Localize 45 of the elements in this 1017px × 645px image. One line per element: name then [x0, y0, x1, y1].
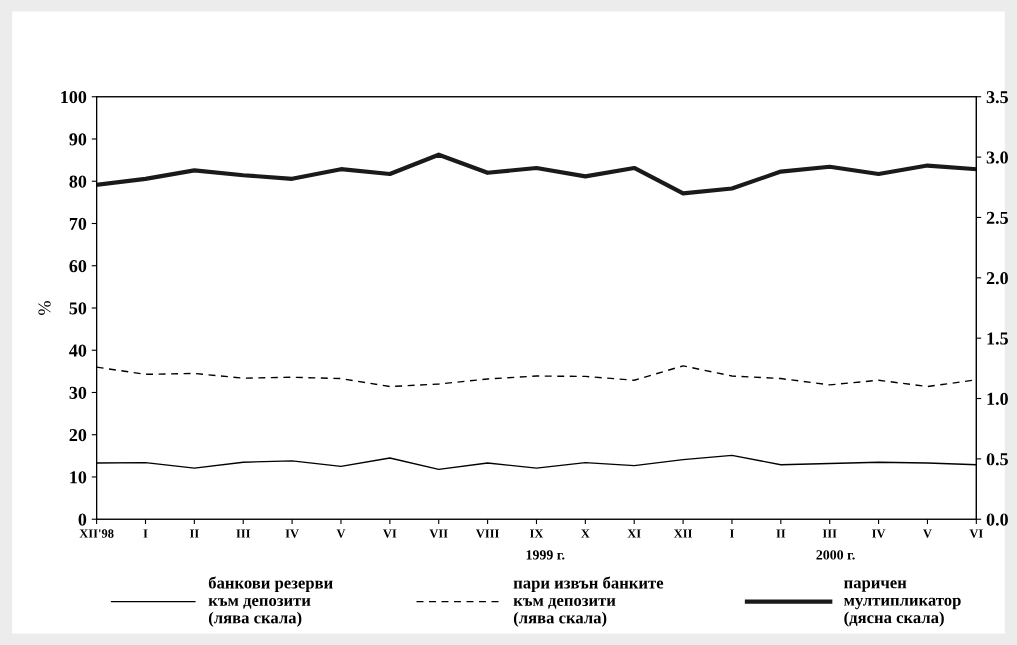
- x-tick-label: IX: [529, 529, 544, 538]
- x-tick-label: III: [822, 529, 837, 538]
- x-tick-label: II: [776, 529, 786, 538]
- x-tick-label: V: [336, 529, 346, 538]
- y-axis-title: %: [38, 301, 51, 315]
- y-tick-label: 30: [69, 386, 87, 399]
- x-tick-label: XII'98: [79, 529, 114, 538]
- x-tick-label: III: [236, 529, 251, 538]
- y2-tick-label: 3.5: [986, 91, 1008, 104]
- y2-tick-label: 2.0: [986, 272, 1008, 285]
- y-tick-label: 40: [69, 344, 87, 357]
- x-tick-label: I: [143, 529, 148, 538]
- y-tick-label: 10: [70, 471, 87, 484]
- y2-tick-label: 1.5: [987, 332, 1008, 345]
- x-tick-label: I: [729, 529, 734, 538]
- legend-label: пари извън банките към депозити (лява скала): [513, 576, 664, 627]
- text: 2000 г.: [816, 550, 855, 560]
- x-tick-label: X: [581, 529, 590, 538]
- x-tick-label: VI: [969, 529, 983, 538]
- x-tick-label: V: [923, 529, 932, 538]
- y2-tick-label: 1.0: [987, 392, 1008, 406]
- x-tick-label: IV: [285, 529, 299, 538]
- y-tick-label: 100: [61, 91, 87, 104]
- y2-tick-label: 0.5: [986, 453, 1008, 466]
- x-tick-label: XII: [673, 529, 693, 538]
- y-tick-label: 70: [69, 217, 87, 230]
- x-tick-label: IV: [872, 529, 886, 538]
- line-series: [96, 152, 977, 196]
- y2-tick-label: 3.0: [986, 151, 1008, 164]
- legend-label: банкови резерви към депозити (лява скала): [208, 576, 333, 627]
- x-tick-label: VI: [383, 529, 397, 538]
- x-tick-label: XI: [627, 529, 641, 538]
- y-tick-label: 0: [78, 513, 87, 526]
- y-tick-label: 50: [69, 302, 87, 315]
- y-tick-label: 90: [69, 133, 87, 146]
- x-tick-label: VIII: [475, 529, 499, 538]
- y-tick-label: 80: [69, 175, 87, 188]
- y2-tick-label: 2.5: [986, 211, 1008, 224]
- text: 1999 г.: [526, 550, 565, 560]
- legend-label: паричен мултипликатор (дясна скала): [844, 580, 961, 627]
- x-tick-label: VII: [429, 529, 448, 538]
- y-tick-label: 20: [69, 428, 87, 442]
- y2-tick-label: 0.0: [986, 513, 1008, 526]
- y-tick-label: 60: [69, 260, 87, 273]
- x-tick-label: II: [189, 529, 199, 538]
